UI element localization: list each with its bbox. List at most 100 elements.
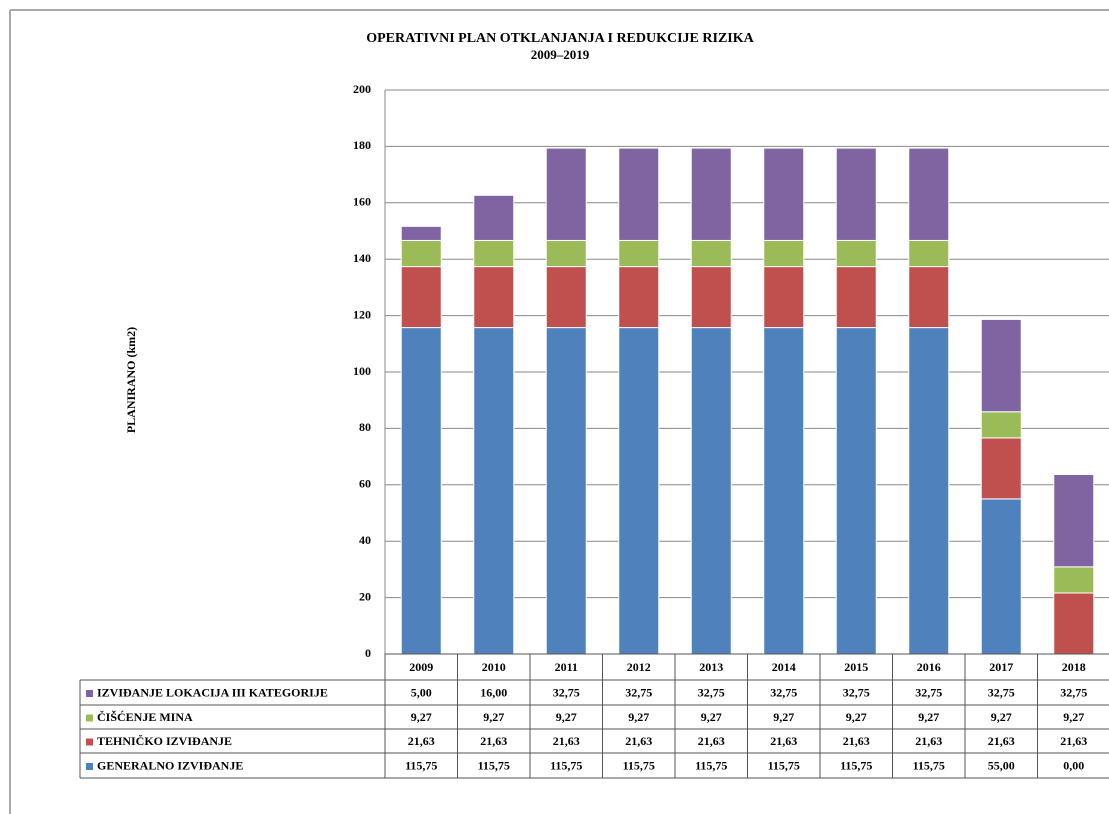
data-label: 9,27 — [701, 710, 722, 724]
y-axis-label: PLANIRANO (km2) — [124, 327, 138, 433]
data-label: 21,63 — [553, 734, 580, 748]
bar-segment — [618, 147, 660, 241]
bar-segment — [473, 266, 515, 329]
data-label: 115,75 — [913, 758, 945, 772]
bar-segment — [1053, 474, 1095, 568]
x-tick-label: 2016 — [917, 660, 941, 674]
data-label: 21,63 — [770, 734, 797, 748]
bar-segment — [835, 147, 877, 241]
y-tick-label: 100 — [353, 364, 371, 378]
x-tick-label: 2014 — [772, 660, 796, 674]
data-label: 21,63 — [915, 734, 942, 748]
data-label: 32,75 — [915, 685, 942, 699]
x-tick-label: 2013 — [699, 660, 723, 674]
legend-label: TEHNIČKO IZVIĐANJE — [97, 734, 232, 748]
data-label: 32,75 — [698, 685, 725, 699]
data-label: 32,75 — [553, 685, 580, 699]
data-label: 32,75 — [1060, 685, 1087, 699]
bar-segment — [980, 437, 1022, 500]
bar-segment — [980, 318, 1022, 413]
legend-swatch — [86, 690, 93, 697]
y-tick-label: 160 — [353, 195, 371, 209]
x-tick-label: 2017 — [989, 660, 1013, 674]
bar-segment — [618, 239, 660, 268]
bar-segment — [980, 498, 1022, 655]
data-label: 16,00 — [480, 685, 507, 699]
legend-swatch — [86, 738, 93, 746]
bar-segment — [400, 239, 442, 268]
y-tick-label: 140 — [353, 251, 371, 265]
data-label: 115,75 — [695, 758, 727, 772]
bar-segment — [545, 147, 587, 241]
bar-segment — [690, 327, 732, 655]
data-label: 0,00 — [1063, 758, 1084, 772]
legend-label: ČIŠĆENJE MINA — [97, 710, 193, 724]
bar-segment — [473, 239, 515, 268]
y-tick-label: 180 — [353, 138, 371, 152]
data-label: 32,75 — [770, 685, 797, 699]
data-label: 21,63 — [1060, 734, 1087, 748]
y-tick-label: 0 — [365, 646, 371, 660]
bar-segment — [908, 239, 950, 268]
x-tick-label: 2012 — [627, 660, 651, 674]
data-label: 21,63 — [843, 734, 870, 748]
legend-swatch — [86, 763, 93, 770]
data-label: 32,75 — [843, 685, 870, 699]
bar-segment — [618, 327, 660, 655]
data-label: 21,63 — [625, 734, 652, 748]
bar-segment — [908, 266, 950, 329]
bar-segment — [690, 266, 732, 329]
bar-segment — [763, 266, 805, 329]
data-label: 9,27 — [411, 710, 432, 724]
bar-segment — [835, 327, 877, 655]
bar-segment — [545, 239, 587, 268]
data-label: 21,63 — [480, 734, 507, 748]
y-tick-label: 200 — [353, 82, 371, 96]
y-tick-label: 80 — [359, 420, 371, 434]
bar-segment — [908, 327, 950, 655]
bar-segment — [618, 266, 660, 329]
data-label: 115,75 — [405, 758, 437, 772]
bar-segment — [763, 327, 805, 655]
data-label: 21,63 — [698, 734, 725, 748]
bar-segment — [908, 147, 950, 241]
data-label: 9,27 — [846, 710, 867, 724]
bar-segment — [400, 266, 442, 329]
data-label: 115,75 — [768, 758, 800, 772]
data-label: 115,75 — [623, 758, 655, 772]
chart-subtitle: 2009–2019 — [531, 47, 590, 62]
data-label: 9,27 — [1063, 710, 1084, 724]
bar-segment — [473, 194, 515, 241]
data-label: 32,75 — [988, 685, 1015, 699]
data-label: 9,27 — [556, 710, 577, 724]
x-tick-label: 2011 — [555, 660, 578, 674]
x-tick-label: 2009 — [409, 660, 433, 674]
bar-segment — [400, 225, 442, 241]
data-label: 55,00 — [988, 758, 1015, 772]
x-tick-label: 2018 — [1062, 660, 1086, 674]
y-tick-label: 20 — [359, 589, 371, 603]
data-label: 21,63 — [988, 734, 1015, 748]
bar-segment — [545, 266, 587, 329]
data-label: 9,27 — [483, 710, 504, 724]
bar-segment — [473, 327, 515, 655]
bar-segment — [835, 239, 877, 268]
bar-segment — [1053, 566, 1095, 594]
bar-segment — [835, 266, 877, 329]
y-tick-label: 60 — [359, 477, 371, 491]
bar-segment — [545, 327, 587, 655]
data-label: 5,00 — [411, 685, 432, 699]
legend-label: GENERALNO IZVIĐANJE — [97, 758, 243, 772]
y-tick-label: 40 — [359, 533, 371, 547]
bar-segment — [690, 239, 732, 268]
bar-segment — [763, 147, 805, 241]
data-label: 32,75 — [625, 685, 652, 699]
data-label: 9,27 — [918, 710, 939, 724]
data-label: 9,27 — [991, 710, 1012, 724]
data-label: 9,27 — [773, 710, 794, 724]
y-tick-label: 120 — [353, 307, 371, 321]
bar-segment — [980, 411, 1022, 439]
data-label: 9,27 — [628, 710, 649, 724]
